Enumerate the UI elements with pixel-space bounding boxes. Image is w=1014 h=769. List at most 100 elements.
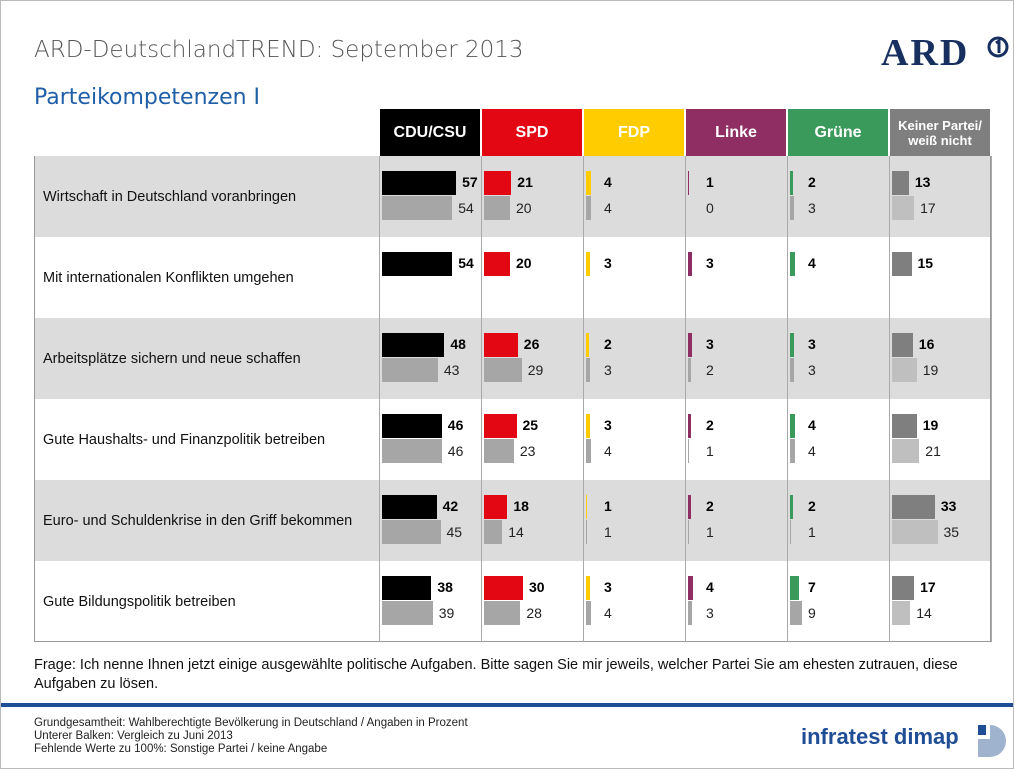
value-label: 3 [808, 336, 816, 352]
value-label: 25 [522, 417, 539, 433]
compare-bar [688, 601, 692, 625]
compare-label: 3 [604, 362, 612, 378]
value-label: 2 [808, 498, 816, 514]
note: Fehlende Werte zu 100%: Sonstige Partei … [34, 743, 328, 755]
bar [586, 252, 590, 276]
value-label: 2 [706, 417, 714, 433]
subtitle: Parteikompetenzen I [34, 85, 261, 110]
compare-bar [688, 358, 691, 382]
note: Unterer Balken: Vergleich zu Juni 2013 [34, 730, 233, 742]
compare-label: 45 [446, 524, 463, 540]
row-label: Gute Haushalts- und Finanzpolitik betrei… [43, 431, 326, 448]
value-label: 54 [458, 255, 474, 271]
value-label: 57 [462, 174, 478, 190]
divider [1, 703, 1013, 707]
compare-label: 54 [458, 200, 474, 216]
compare-label: 3 [706, 605, 714, 621]
compare-bar [382, 520, 441, 544]
compare-bar [484, 439, 514, 463]
brand-mark [978, 725, 1006, 757]
compare-bar [382, 196, 453, 220]
value-label: 4 [604, 174, 612, 190]
compare-label: 28 [526, 605, 542, 621]
value-label: 26 [523, 336, 540, 352]
bar [790, 171, 793, 195]
bar [484, 576, 523, 600]
compare-bar [484, 196, 510, 220]
value-label: 3 [706, 255, 714, 271]
bar [586, 576, 590, 600]
value-label: 17 [920, 579, 936, 595]
bar [790, 333, 794, 357]
bar [892, 414, 917, 438]
compare-label: 4 [808, 443, 816, 459]
compare-bar [688, 439, 690, 463]
note: Grundgesamtheit: Wahlberechtigte Bevölke… [34, 717, 468, 729]
compare-bar [790, 358, 794, 382]
column-divider [685, 156, 686, 642]
logo: ARD [881, 32, 970, 74]
compare-label: 1 [604, 524, 612, 540]
compare-bar [892, 601, 911, 625]
row-band [35, 480, 990, 561]
compare-bar [382, 601, 433, 625]
value-label: 4 [808, 255, 816, 271]
compare-bar [892, 520, 938, 544]
bar [688, 333, 692, 357]
value-label: 2 [604, 336, 612, 352]
row-label: Mit internationalen Konflikten umgehen [43, 269, 294, 286]
compare-bar [892, 439, 920, 463]
compare-bar [382, 358, 438, 382]
column-header: SPD [482, 109, 582, 156]
bar [586, 495, 588, 519]
value-label: 3 [604, 255, 612, 271]
value-label: 46 [447, 417, 464, 433]
column-header: CDU/CSU [380, 109, 480, 156]
compare-label: 4 [604, 200, 612, 216]
bar [688, 171, 690, 195]
logo-mark [987, 36, 1009, 58]
compare-label: 1 [808, 524, 816, 540]
value-label: 13 [914, 174, 931, 190]
bar [484, 414, 517, 438]
value-label: 2 [808, 174, 816, 190]
compare-label: 1 [706, 443, 714, 459]
column-divider [379, 156, 380, 642]
value-label: 3 [604, 579, 612, 595]
bar [892, 576, 915, 600]
compare-label: 3 [808, 200, 816, 216]
compare-bar [790, 601, 802, 625]
value-label: 21 [517, 174, 533, 190]
value-label: 4 [808, 417, 816, 433]
compare-label: 17 [920, 200, 936, 216]
brand: infratest dimap [801, 724, 959, 749]
compare-bar [586, 196, 592, 220]
compare-bar [586, 601, 592, 625]
compare-label: 4 [604, 605, 612, 621]
value-label: 19 [922, 417, 939, 433]
compare-bar [790, 439, 796, 463]
value-label: 38 [437, 579, 453, 595]
bar [688, 576, 694, 600]
compare-label: 46 [447, 443, 464, 459]
value-label: 48 [450, 336, 466, 352]
value-label: 1 [706, 174, 714, 190]
value-label: 1 [604, 498, 612, 514]
bar [484, 252, 510, 276]
value-label: 15 [917, 255, 934, 271]
value-label: 3 [706, 336, 714, 352]
row-label: Wirtschaft in Deutschland voranbringen [43, 188, 297, 205]
title: ARD-DeutschlandTREND: September 2013 [34, 37, 524, 63]
bar [484, 495, 508, 519]
bar [586, 333, 589, 357]
bar [790, 495, 793, 519]
column-divider [481, 156, 482, 642]
compare-bar [790, 520, 792, 544]
compare-label: 2 [706, 362, 714, 378]
value-label: 2 [706, 498, 714, 514]
value-label: 42 [442, 498, 459, 514]
compare-bar [688, 520, 690, 544]
bar [688, 495, 691, 519]
bar [586, 414, 590, 438]
compare-bar [892, 358, 917, 382]
